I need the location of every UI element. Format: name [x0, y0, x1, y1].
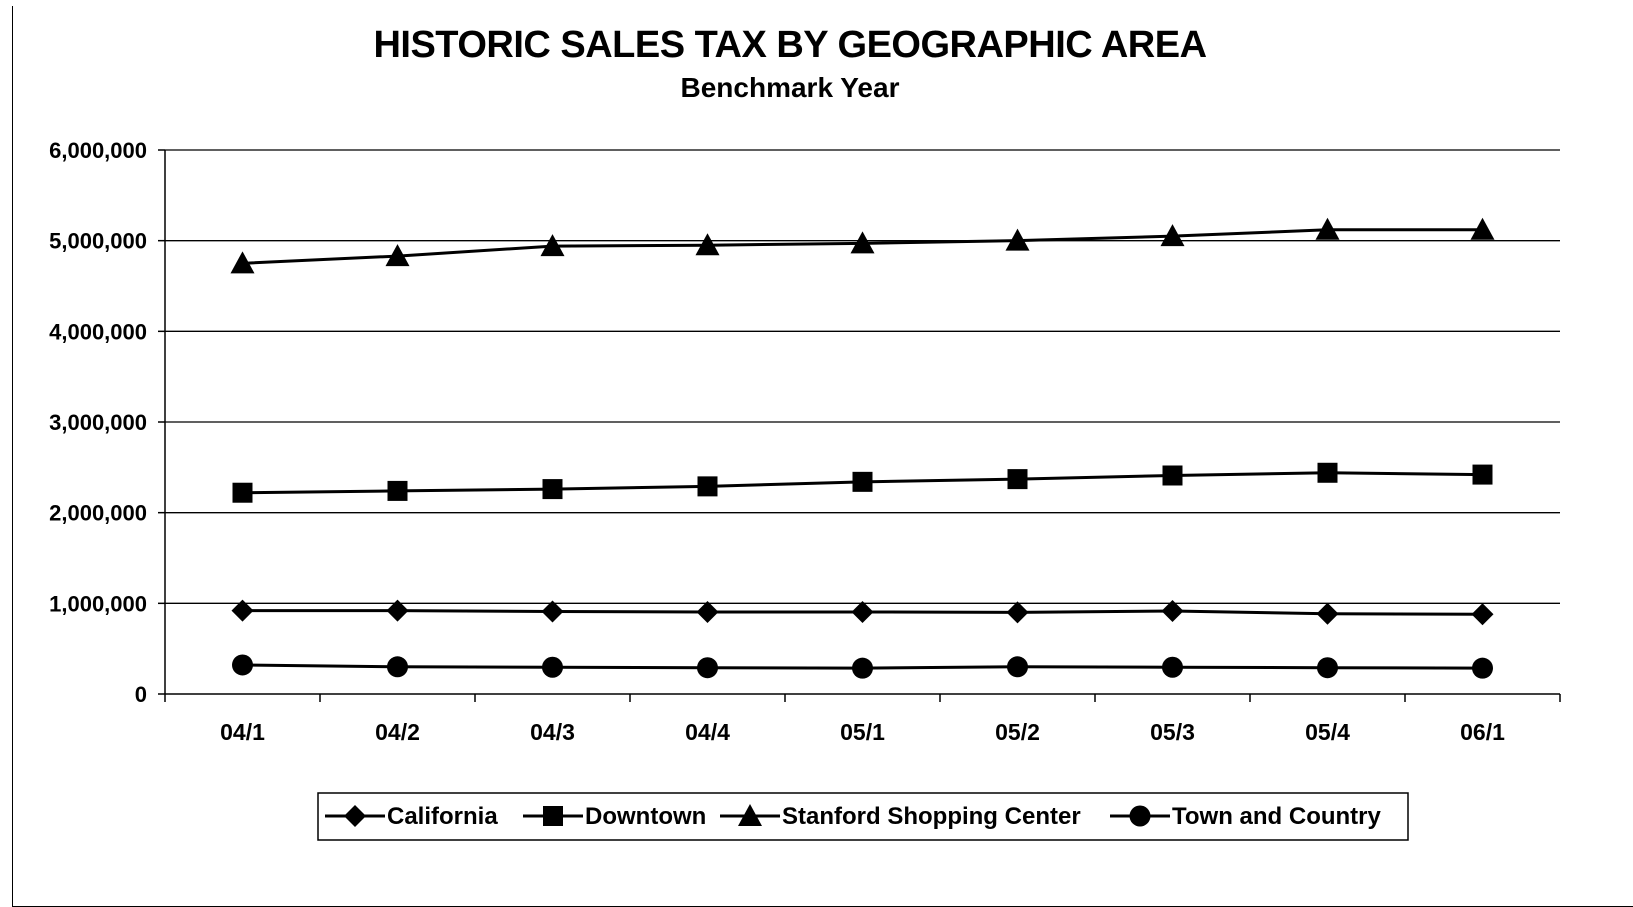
legend-label: Stanford Shopping Center: [782, 803, 1081, 830]
y-tick-label: 1,000,000: [49, 591, 147, 616]
data-point: [230, 251, 255, 274]
data-point: [1161, 600, 1184, 623]
legend-label: California: [387, 803, 498, 830]
data-point: [1007, 469, 1028, 490]
data-point: [385, 244, 410, 267]
data-point: [1472, 464, 1493, 485]
legend-label: Town and Country: [1172, 803, 1382, 830]
legend-label: Downtown: [585, 803, 706, 830]
x-tick-label: 04/1: [220, 719, 265, 745]
y-tick-label: 4,000,000: [49, 319, 147, 344]
data-point: [1317, 657, 1338, 679]
y-tick-label: 3,000,000: [49, 410, 147, 435]
y-tick-label: 0: [135, 682, 147, 707]
data-point: [232, 482, 253, 503]
data-point: [850, 231, 875, 254]
x-tick-label: 05/2: [995, 719, 1040, 745]
series-downtown: [232, 462, 1493, 503]
data-point: [1471, 603, 1494, 626]
data-point: [231, 599, 254, 622]
x-tick-label: 04/3: [530, 719, 575, 745]
series-california: [231, 599, 1494, 626]
y-axis-ticks: 0 1,000,000 2,000,000 3,000,000 4,000,000 5,0…: [49, 138, 165, 707]
data-point: [1472, 657, 1493, 679]
legend-item: Downtown: [523, 803, 706, 830]
legend-marker: [543, 806, 563, 826]
legend-item: Town and Country: [1110, 803, 1382, 830]
y-tick-label: 6,000,000: [49, 138, 147, 163]
data-point: [697, 657, 718, 679]
legend-marker: [344, 805, 366, 827]
data-point: [232, 654, 253, 676]
y-tick-label: 2,000,000: [49, 501, 147, 526]
legend-item: Stanford Shopping Center: [720, 803, 1081, 830]
legend-box: [317, 792, 1409, 841]
legend-marker: [1129, 805, 1151, 827]
data-point: [1315, 217, 1340, 240]
series-group: [230, 217, 1495, 679]
data-point: [541, 600, 564, 623]
data-point: [1470, 217, 1495, 240]
series-town-and-country: [232, 654, 1493, 679]
legend-marker: [738, 804, 762, 826]
series-stanford-shopping-center: [230, 217, 1495, 274]
data-point: [387, 480, 408, 501]
data-point: [542, 479, 563, 500]
x-tick-label: 04/4: [685, 719, 730, 745]
x-axis-ticks: 04/1 04/2 04/3 04/4 05/1 05/2 05/3 05/4 06/1: [164, 694, 1561, 745]
x-tick-label: 05/3: [1150, 719, 1195, 745]
y-tick-label: 5,000,000: [49, 229, 147, 254]
data-point: [1005, 228, 1030, 251]
data-point: [852, 471, 873, 492]
data-point: [540, 234, 565, 257]
data-point: [1007, 656, 1028, 678]
data-point: [1160, 224, 1185, 247]
legend-item: California: [325, 803, 498, 830]
data-point: [1006, 601, 1029, 624]
data-point: [852, 657, 873, 679]
data-point: [387, 656, 408, 678]
legend: California Downtown Stanford Shopping Cent…: [317, 792, 1409, 841]
data-point: [1316, 602, 1339, 625]
data-point: [1162, 656, 1183, 678]
data-point: [696, 600, 719, 623]
x-tick-label: 05/4: [1305, 719, 1350, 745]
data-point: [1317, 462, 1338, 483]
data-point: [542, 656, 563, 678]
x-tick-label: 05/1: [840, 719, 885, 745]
chart-subtitle: Benchmark Year: [681, 72, 900, 103]
chart-title: HISTORIC SALES TAX BY GEOGRAPHIC AREA: [373, 24, 1206, 66]
data-point: [1162, 465, 1183, 486]
gridlines: [165, 149, 1560, 604]
data-point: [386, 599, 409, 622]
x-tick-label: 06/1: [1460, 719, 1505, 745]
x-tick-label: 04/2: [375, 719, 420, 745]
data-point: [697, 476, 718, 497]
data-point: [695, 233, 720, 256]
data-point: [851, 600, 874, 623]
